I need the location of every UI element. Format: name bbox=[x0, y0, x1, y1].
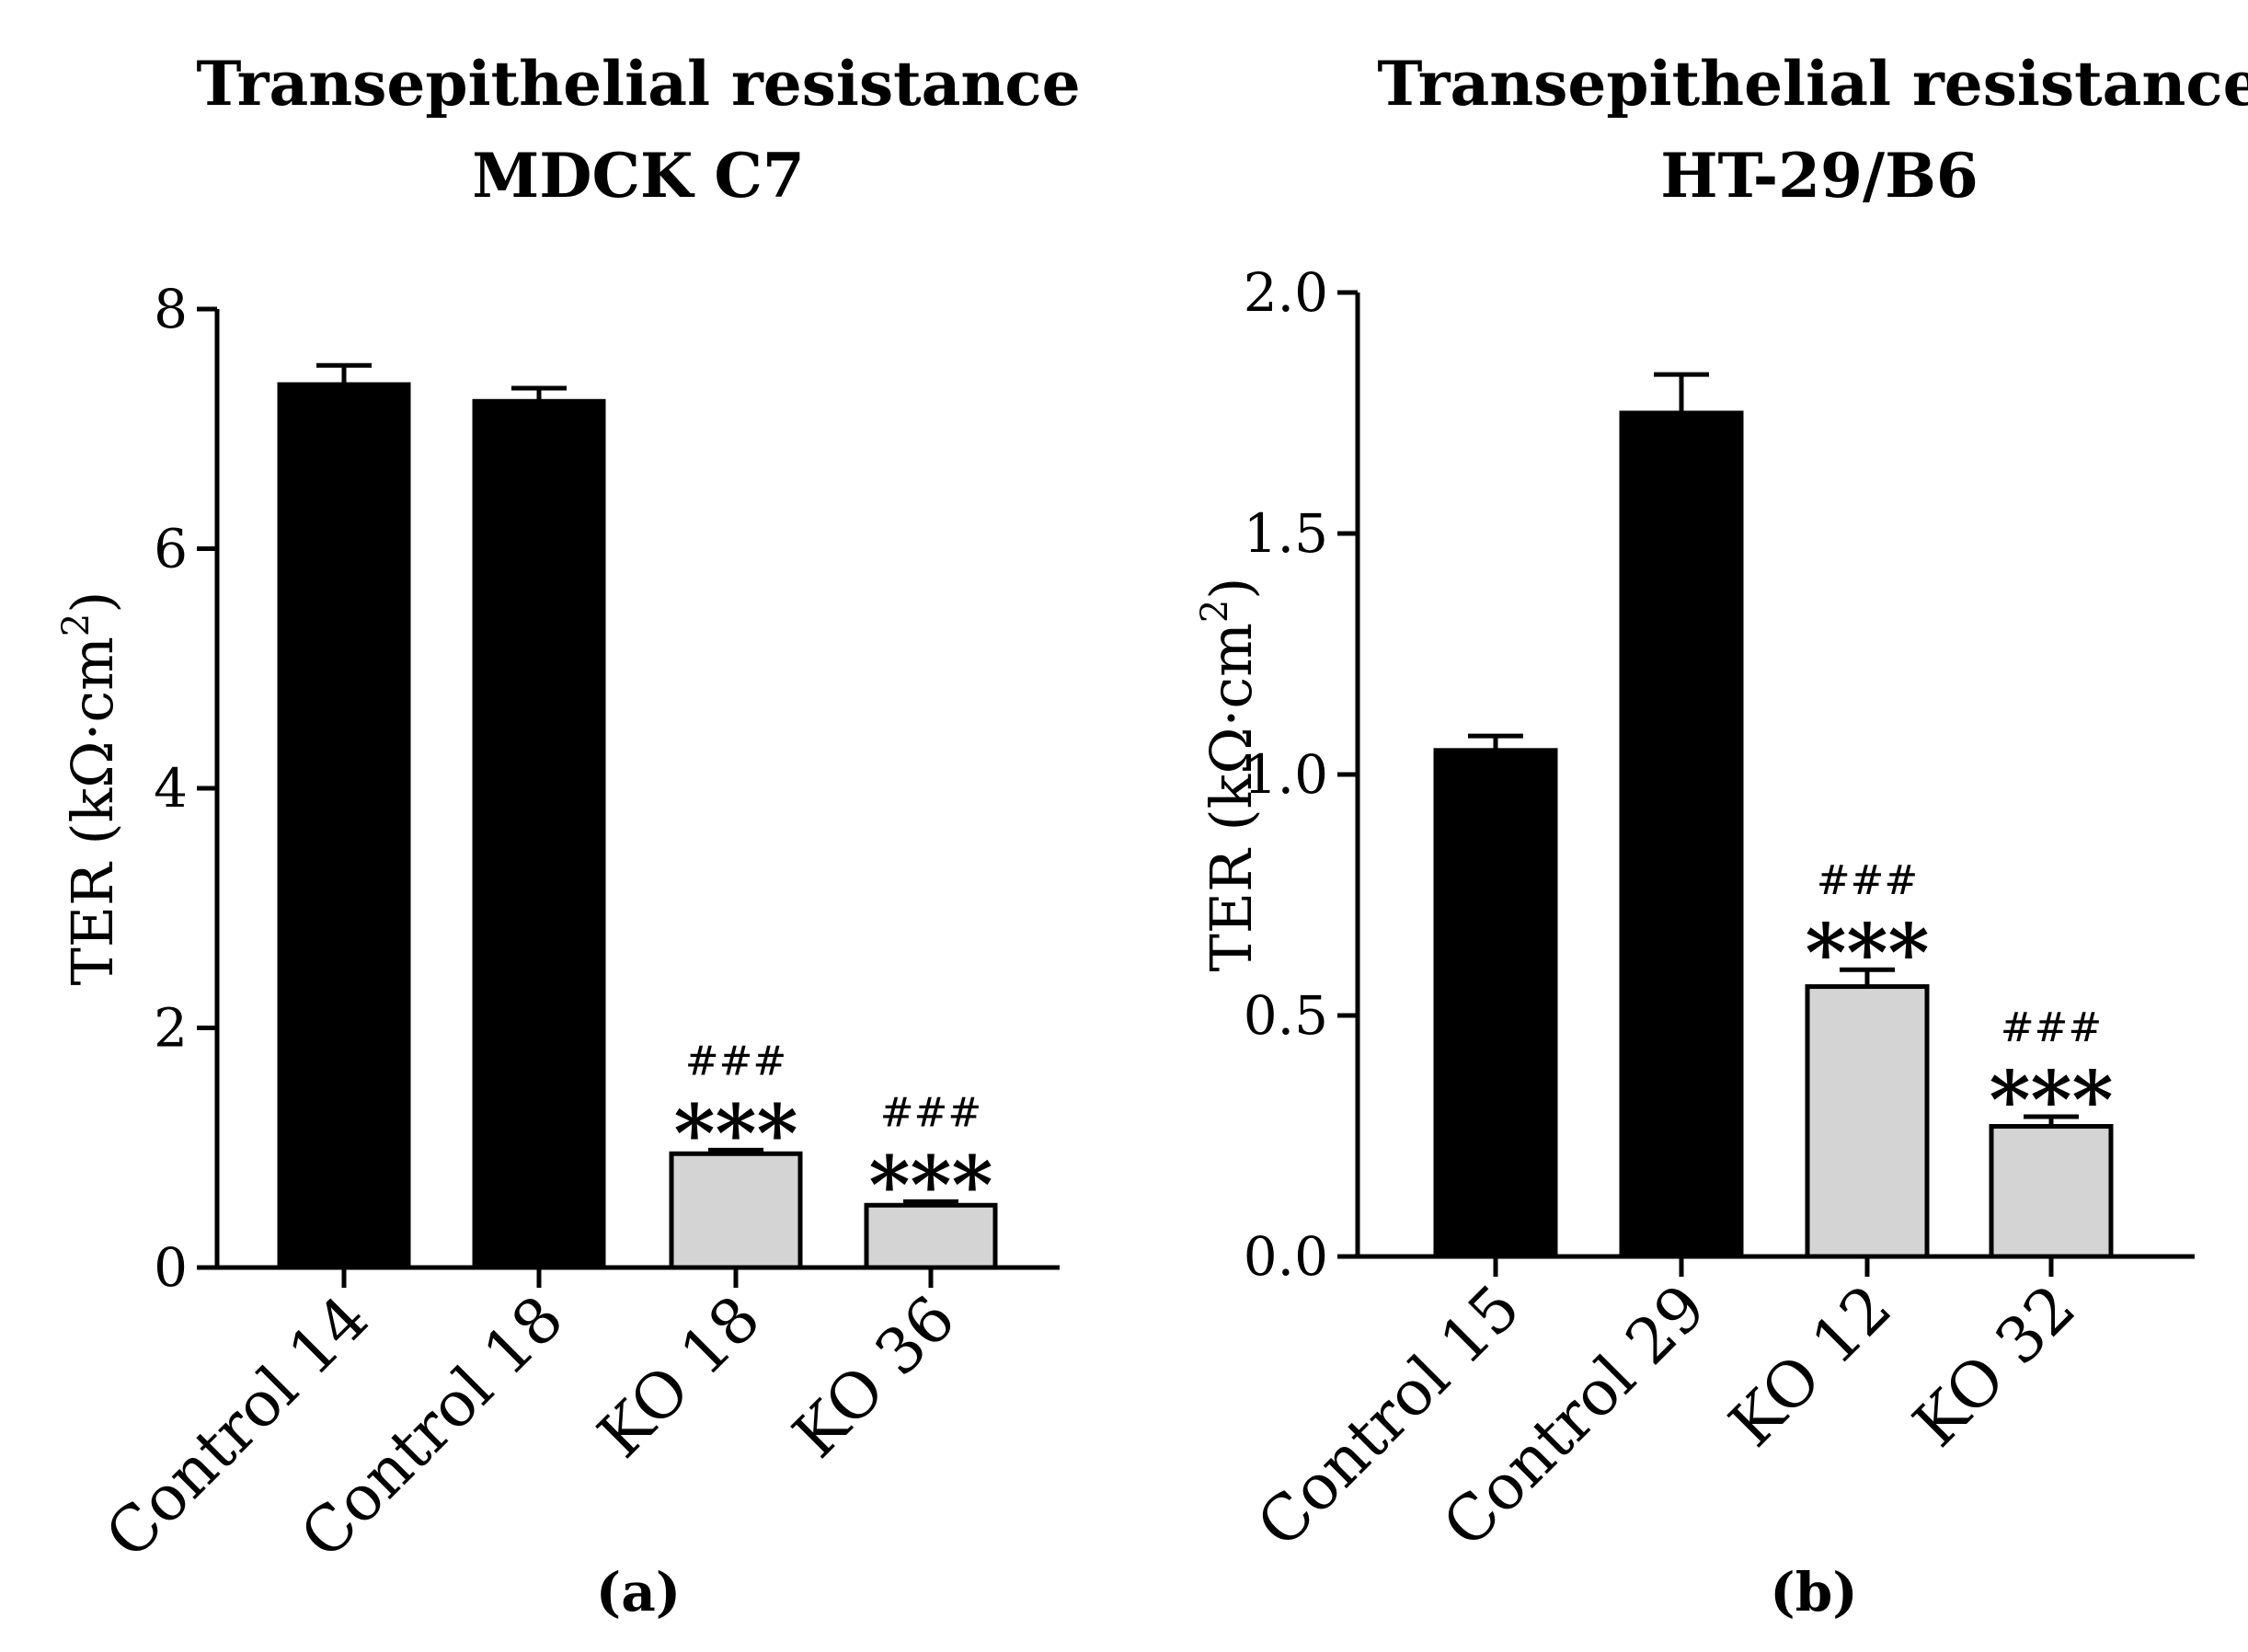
y-axis-label-main: TER (kΩ·cm bbox=[59, 637, 126, 985]
significance-stars: *** bbox=[1990, 1054, 2114, 1147]
x-tick-label: KO 12 bbox=[1716, 1271, 1906, 1461]
bar-ko-32 bbox=[1989, 1124, 2114, 1259]
significance-hashes: ### bbox=[685, 1038, 787, 1084]
y-axis-label-main: TER (kΩ·cm bbox=[1198, 623, 1265, 971]
panel-a: Transepithelial resistance MDCK C7 TER (kΩ… bbox=[55, 48, 1081, 1623]
bar-ko-12 bbox=[1805, 984, 1930, 1259]
y-axis-label-close: ) bbox=[1198, 577, 1265, 599]
bar-control-15 bbox=[1433, 748, 1558, 1259]
x-tick-label: KO 32 bbox=[1900, 1271, 2090, 1461]
y-axis-label: TER (kΩ·cm2) bbox=[55, 591, 126, 985]
y-tick-label: 1.0 bbox=[1244, 743, 1328, 806]
significance-stars: *** bbox=[1806, 907, 1930, 1000]
y-tick-label: 4 bbox=[154, 757, 188, 820]
bar-control-14 bbox=[277, 382, 411, 1270]
y-axis-label-close: ) bbox=[59, 591, 126, 613]
panel-b: Transepithelial resistance HT-29/B6 TER (k… bbox=[1194, 48, 2248, 1623]
x-tick-label: KO 36 bbox=[780, 1282, 969, 1472]
significance-stars: *** bbox=[674, 1087, 798, 1180]
x-tick-label: KO 18 bbox=[585, 1282, 774, 1472]
y-tick-label: 2.0 bbox=[1244, 261, 1328, 324]
significance-hashes: ### bbox=[2001, 1004, 2103, 1051]
significance-hashes: ### bbox=[1817, 857, 1919, 904]
panel-label: (a) bbox=[596, 1561, 681, 1623]
y-tick-label: 1.5 bbox=[1244, 502, 1328, 565]
y-tick-label: 6 bbox=[154, 518, 188, 580]
panel-label: (b) bbox=[1770, 1561, 1857, 1623]
significance-hashes: ### bbox=[880, 1089, 982, 1136]
y-tick-label: 0.0 bbox=[1244, 1225, 1328, 1288]
y-tick-label: 8 bbox=[154, 278, 188, 340]
chart-title-line2: MDCK C7 bbox=[472, 140, 805, 212]
y-tick-label: 0.5 bbox=[1244, 984, 1328, 1047]
y-tick-label: 2 bbox=[154, 997, 188, 1060]
y-tick-label: 0 bbox=[154, 1236, 188, 1299]
chart-title-line1: Transepithelial resistance bbox=[1377, 48, 2248, 120]
bar-ko-18 bbox=[669, 1151, 803, 1270]
chart-title-line2: HT-29/B6 bbox=[1660, 140, 1978, 212]
y-axis-label-superscript: 2 bbox=[1194, 600, 1236, 623]
y-axis-label-superscript: 2 bbox=[55, 614, 97, 637]
chart-title-line1: Transepithelial resistance bbox=[196, 48, 1080, 120]
y-axis-label: TER (kΩ·cm2) bbox=[1194, 577, 1265, 971]
significance-stars: *** bbox=[869, 1139, 993, 1232]
bar-control-29 bbox=[1619, 410, 1744, 1259]
bar-control-18 bbox=[472, 398, 606, 1270]
